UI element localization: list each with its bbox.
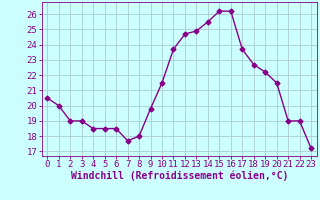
X-axis label: Windchill (Refroidissement éolien,°C): Windchill (Refroidissement éolien,°C) bbox=[70, 171, 288, 181]
